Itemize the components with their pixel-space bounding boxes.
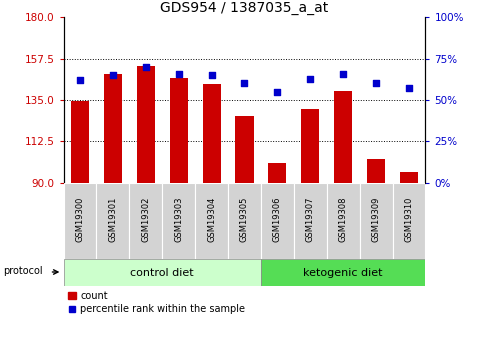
Bar <box>261 183 293 259</box>
Bar <box>392 183 425 259</box>
Text: ketogenic diet: ketogenic diet <box>303 268 382 277</box>
Point <box>207 72 215 78</box>
Bar <box>195 183 227 259</box>
Text: GSM19300: GSM19300 <box>75 197 84 242</box>
Text: GSM19305: GSM19305 <box>240 197 248 242</box>
Text: GSM19302: GSM19302 <box>141 197 150 242</box>
Text: GSM19309: GSM19309 <box>371 197 380 242</box>
Bar <box>63 259 261 286</box>
Text: GSM19301: GSM19301 <box>108 197 117 242</box>
Bar <box>162 183 195 259</box>
Bar <box>63 183 96 259</box>
Bar <box>261 259 425 286</box>
Bar <box>227 183 261 259</box>
Point <box>306 76 314 81</box>
Bar <box>202 85 220 183</box>
Point <box>76 77 84 83</box>
Bar <box>96 183 129 259</box>
Bar <box>366 159 385 183</box>
Text: GSM19303: GSM19303 <box>174 197 183 242</box>
Bar <box>326 183 359 259</box>
Text: protocol: protocol <box>3 266 43 276</box>
Title: GDS954 / 1387035_a_at: GDS954 / 1387035_a_at <box>160 1 328 15</box>
Point <box>273 89 281 95</box>
Point <box>142 64 149 70</box>
Text: control diet: control diet <box>130 268 194 277</box>
Bar <box>103 74 122 183</box>
Text: GSM19307: GSM19307 <box>305 197 314 242</box>
Point <box>339 71 346 76</box>
Point <box>174 71 182 76</box>
Bar <box>137 66 155 183</box>
Text: GSM19304: GSM19304 <box>207 197 216 242</box>
Point <box>109 72 117 78</box>
Bar <box>169 78 187 183</box>
Text: GSM19306: GSM19306 <box>272 197 281 242</box>
Legend: count, percentile rank within the sample: count, percentile rank within the sample <box>68 291 244 314</box>
Point <box>404 86 412 91</box>
Point <box>371 81 379 86</box>
Text: GSM19310: GSM19310 <box>404 197 413 242</box>
Bar <box>129 183 162 259</box>
Bar <box>359 183 392 259</box>
Bar <box>71 101 89 183</box>
Bar <box>399 172 417 183</box>
Bar <box>268 162 286 183</box>
Point <box>240 81 248 86</box>
Bar <box>235 116 253 183</box>
Bar <box>293 183 326 259</box>
Bar <box>301 109 319 183</box>
Bar <box>333 91 351 183</box>
Text: GSM19308: GSM19308 <box>338 197 347 242</box>
